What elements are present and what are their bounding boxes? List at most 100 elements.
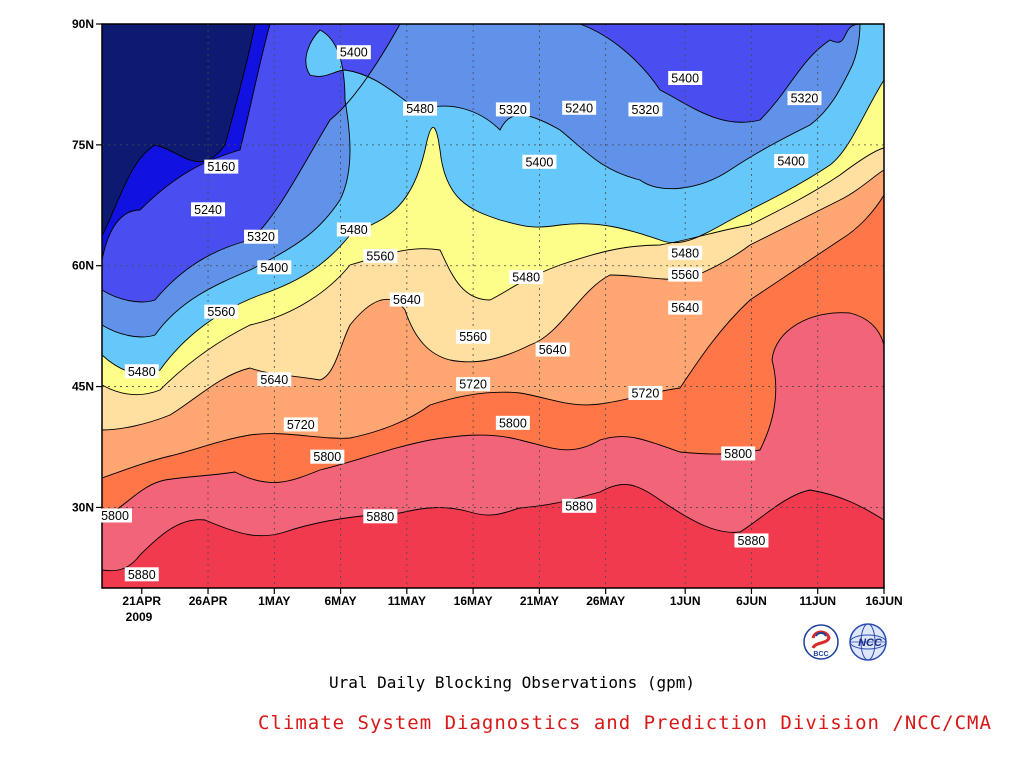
contour-line-5400 bbox=[102, 24, 861, 338]
contour-label: 5800 bbox=[495, 415, 530, 430]
contour-label-text: 5560 bbox=[207, 305, 235, 319]
contour-label-box bbox=[363, 249, 398, 264]
contour-label-box bbox=[403, 101, 438, 116]
contour-label: 5160 bbox=[204, 159, 239, 174]
contour-label: 5320 bbox=[787, 91, 822, 106]
y-tick-label: 45N bbox=[72, 380, 94, 394]
contour-label: 5640 bbox=[535, 342, 570, 357]
contour-label: 5400 bbox=[257, 260, 292, 275]
x-axis: 21APR 26APR 1MAY 6MAY 11MAY 16MAY 21MAY 26MAY 1J… bbox=[122, 588, 903, 608]
contour-label-text: 5400 bbox=[777, 154, 805, 168]
contour-label: 5560 bbox=[456, 329, 491, 344]
contour-label-box bbox=[310, 449, 345, 464]
y-tick-label: 90N bbox=[72, 17, 94, 31]
contour-label: 5480 bbox=[403, 101, 438, 116]
contour-label-box bbox=[562, 100, 597, 115]
contour-line-5240 bbox=[102, 24, 271, 261]
contour-label: 5800 bbox=[98, 508, 132, 523]
x-tick-label: 21APR bbox=[122, 594, 161, 608]
contour-label: 5640 bbox=[389, 292, 424, 307]
contour-label-text: 5400 bbox=[525, 155, 553, 169]
bcc-logo-text: BCC bbox=[813, 651, 828, 658]
contour-label-box bbox=[668, 70, 703, 85]
contour-line-5480 bbox=[102, 79, 884, 375]
contour-label: 5560 bbox=[204, 304, 239, 319]
contour-label: 5480 bbox=[336, 222, 371, 237]
y-tick-label: 60N bbox=[72, 259, 94, 273]
y-tick-label: 30N bbox=[72, 500, 94, 514]
contour-label-box bbox=[257, 372, 292, 387]
x-tick-label: 21MAY bbox=[520, 594, 559, 608]
contour-label-box bbox=[495, 102, 530, 117]
contour-label: 5240 bbox=[562, 100, 597, 115]
x-tick-label: 26APR bbox=[189, 594, 228, 608]
x-tick-label: 11JUN bbox=[799, 594, 836, 608]
contour-label-text: 5800 bbox=[499, 416, 527, 430]
contour-line-5160 bbox=[102, 24, 256, 237]
contour-label-text: 5880 bbox=[565, 499, 593, 513]
contour-label-text: 5880 bbox=[128, 568, 156, 582]
contour-label-text: 5400 bbox=[260, 261, 288, 275]
contour-label-text: 5560 bbox=[671, 268, 699, 282]
contour-label-text: 5480 bbox=[512, 270, 540, 284]
contour-label-box bbox=[244, 229, 279, 244]
contour-label: 5720 bbox=[628, 386, 663, 401]
contour-line-5720 bbox=[102, 194, 884, 479]
contour-label-text: 5400 bbox=[671, 71, 699, 85]
contour-label-box bbox=[124, 364, 159, 379]
contour-label-text: 5240 bbox=[194, 203, 222, 217]
contour-label-box bbox=[389, 292, 424, 307]
contour-label-text: 5320 bbox=[247, 230, 275, 244]
contour-label-box bbox=[257, 260, 292, 275]
x-tick-label: 6MAY bbox=[324, 594, 356, 608]
x-tick-label: 11MAY bbox=[388, 594, 426, 608]
contour-label: 5640 bbox=[257, 372, 292, 387]
contour-label-box bbox=[204, 159, 239, 174]
contour-label-box bbox=[774, 153, 809, 168]
contour-label-text: 5560 bbox=[459, 330, 487, 344]
contour-label-text: 5240 bbox=[565, 101, 593, 115]
contour-label-box bbox=[787, 91, 822, 106]
contour-line-5560 bbox=[102, 147, 884, 396]
contour-labels: 5400 5480 5320 5240 5320 5400 5320 5160 5240 5320… bbox=[98, 45, 822, 582]
contour-label: 5640 bbox=[668, 300, 703, 315]
contour-label: 5800 bbox=[310, 449, 345, 464]
contour-lines bbox=[102, 24, 884, 572]
contour-line-5800 bbox=[102, 312, 884, 519]
contour-label-box bbox=[721, 446, 756, 461]
contour-label-text: 5320 bbox=[791, 92, 819, 106]
ncc-logo-text: NCC bbox=[858, 637, 883, 649]
contour-label-box bbox=[495, 415, 530, 430]
x-tick-label: 16JUN bbox=[865, 594, 902, 608]
contour-label-text: 5480 bbox=[671, 246, 699, 260]
contour-label-box bbox=[204, 304, 239, 319]
contour-label: 5400 bbox=[668, 70, 703, 85]
contour-label: 5320 bbox=[495, 102, 530, 117]
contour-label-box bbox=[336, 45, 371, 60]
contour-label-text: 5800 bbox=[313, 450, 341, 464]
contour-label-box bbox=[522, 154, 557, 169]
x-tick-label: 1JUN bbox=[670, 594, 701, 608]
y-tick-label: 75N bbox=[72, 138, 94, 152]
contour-label: 5400 bbox=[522, 154, 557, 169]
x-tick-label: 26MAY bbox=[586, 594, 625, 608]
band-fill-10 bbox=[102, 484, 884, 588]
contour-line-5320 bbox=[102, 24, 861, 303]
contour-label-box bbox=[668, 300, 703, 315]
contour-label-box bbox=[628, 386, 663, 401]
contour-label-box bbox=[734, 533, 769, 548]
contour-label-box bbox=[668, 267, 703, 282]
contour-label: 5400 bbox=[774, 153, 809, 168]
contour-label-box bbox=[98, 508, 132, 523]
contour-label: 5320 bbox=[628, 102, 663, 117]
contour-label-box bbox=[283, 417, 318, 432]
contour-label-box bbox=[456, 377, 491, 392]
contour-label-text: 5400 bbox=[340, 46, 368, 60]
contour-label-box bbox=[124, 567, 159, 582]
credit-line: Climate System Diagnostics and Predictio… bbox=[258, 712, 992, 734]
contour-label-box bbox=[668, 245, 703, 260]
chart-caption: Ural Daily Blocking Observations (gpm) bbox=[328, 673, 696, 692]
contour-label-text: 5880 bbox=[738, 534, 766, 548]
contour-label: 5240 bbox=[191, 202, 226, 217]
contour-label-box bbox=[628, 102, 663, 117]
